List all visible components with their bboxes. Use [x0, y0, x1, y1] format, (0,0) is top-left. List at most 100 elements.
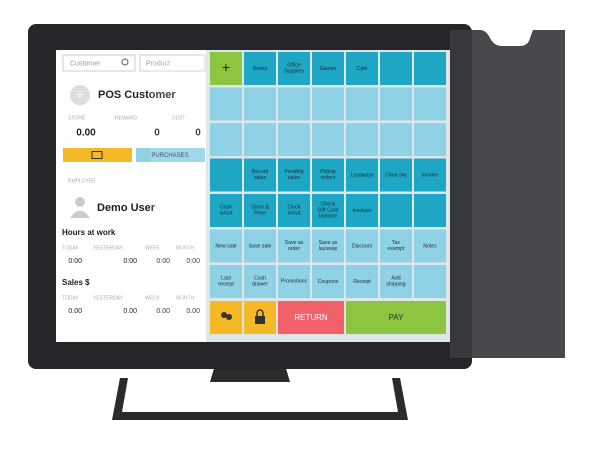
button-label: Receipt — [353, 279, 371, 285]
grid-button[interactable] — [380, 52, 412, 85]
button-label: Cash in/out — [220, 205, 233, 217]
button-label: Cafe — [357, 66, 368, 72]
grid-button[interactable] — [380, 194, 412, 227]
grid-button[interactable] — [244, 229, 276, 263]
button-label: PURCHASES — [151, 153, 188, 159]
search-icon — [121, 58, 129, 66]
section-title: Sales $ — [62, 278, 90, 287]
purchases-button[interactable] — [136, 148, 205, 162]
customer-name: POS Customer — [98, 89, 176, 101]
glare — [150, 50, 206, 342]
grid-button[interactable] — [346, 87, 378, 121]
period-value: 0:00 — [123, 258, 137, 265]
button-label: Discount — [352, 243, 373, 249]
grid-button[interactable] — [210, 87, 242, 121]
grid-button[interactable] — [210, 52, 242, 85]
grid-button[interactable] — [312, 229, 344, 263]
period-value: 0:00 — [156, 258, 170, 265]
card-icon — [91, 151, 103, 159]
grid-button[interactable] — [278, 194, 310, 227]
grid-button[interactable] — [414, 229, 446, 263]
button-label: Record sales — [252, 169, 269, 181]
icon — [256, 309, 264, 316]
button-label: Promotions — [281, 279, 308, 285]
return-button[interactable] — [278, 301, 344, 334]
icon-glyph: + — [76, 86, 84, 102]
grid-button[interactable] — [312, 123, 344, 156]
grid-button[interactable] — [244, 123, 276, 156]
customer-search[interactable] — [62, 54, 136, 72]
grid-button[interactable] — [278, 123, 310, 156]
customers-button[interactable] — [210, 301, 242, 334]
product-search[interactable] — [139, 54, 206, 72]
button-label: Save sale — [249, 243, 272, 249]
stand-neck — [210, 365, 290, 382]
button-label: Clock in/out — [288, 205, 301, 217]
search-placeholder: Customer — [70, 60, 101, 67]
grid-button[interactable] — [414, 158, 446, 192]
grid-button[interactable] — [346, 52, 378, 85]
stat-value: 0 — [195, 128, 201, 139]
grid-button[interactable] — [244, 52, 276, 85]
grid-button[interactable] — [380, 158, 412, 192]
button-label: Invoices — [352, 208, 371, 214]
grid-button[interactable] — [210, 265, 242, 298]
grid-button[interactable] — [380, 229, 412, 263]
grid-button[interactable] — [380, 123, 412, 156]
period-value: 0.00 — [68, 308, 82, 315]
grid-button[interactable] — [312, 194, 344, 227]
grid-button[interactable] — [312, 265, 344, 298]
grid-button[interactable] — [210, 158, 242, 192]
grid-button[interactable] — [346, 158, 378, 192]
button-label: Clear sky — [385, 172, 407, 178]
grid-button[interactable] — [278, 87, 310, 121]
button-label: Cash drawer — [252, 276, 268, 288]
period-value: 0.00 — [156, 308, 170, 315]
grid-button[interactable] — [312, 52, 344, 85]
grid-button[interactable] — [244, 158, 276, 192]
grid-button[interactable] — [346, 123, 378, 156]
button-label: + — [222, 59, 230, 75]
period-label: YESTERDAY — [93, 295, 124, 301]
button-label: Last receipt — [218, 276, 234, 288]
grid-button[interactable] — [346, 194, 378, 227]
period-label: WEEK — [145, 245, 160, 251]
grid-button[interactable] — [244, 265, 276, 298]
grid-button[interactable] — [312, 158, 344, 192]
grid-button[interactable] — [210, 123, 242, 156]
button-label: Notes — [423, 243, 437, 249]
grid-button[interactable] — [380, 87, 412, 121]
grid-button[interactable] — [414, 123, 446, 156]
button-label: PAY — [389, 313, 404, 322]
grid-button[interactable] — [210, 229, 242, 263]
period-label: MONTH — [176, 295, 195, 301]
stat-label: STORE — [68, 115, 86, 121]
stat-label: REWARD — [115, 115, 137, 121]
grid-button[interactable] — [210, 194, 242, 227]
pay-button[interactable] — [346, 301, 446, 334]
grid-button[interactable] — [278, 52, 310, 85]
button-label: Invoice — [422, 172, 439, 178]
add-customer-icon[interactable] — [70, 85, 90, 105]
button-label: Layaways — [350, 172, 373, 178]
button-label: Save as order — [285, 240, 304, 252]
grid-button[interactable] — [346, 265, 378, 298]
button-label: Pending sales — [284, 169, 303, 181]
grid-button[interactable] — [346, 229, 378, 263]
grid-button[interactable] — [278, 229, 310, 263]
grid-button[interactable] — [244, 87, 276, 121]
grid-button[interactable] — [278, 158, 310, 192]
grid-button[interactable] — [380, 265, 412, 298]
grid-button[interactable] — [312, 87, 344, 121]
grid-button[interactable] — [278, 265, 310, 298]
grid-button[interactable] — [414, 87, 446, 121]
grid-button[interactable] — [244, 194, 276, 227]
button-label: New sale — [215, 243, 236, 249]
section-title: Hours at work — [62, 228, 116, 237]
button-label: Save as layaway — [319, 240, 338, 252]
grid-button[interactable] — [414, 52, 446, 85]
card-button[interactable] — [63, 148, 132, 162]
button-label: Games — [320, 66, 337, 72]
grid-button[interactable] — [414, 194, 446, 227]
grid-button[interactable] — [414, 265, 446, 298]
